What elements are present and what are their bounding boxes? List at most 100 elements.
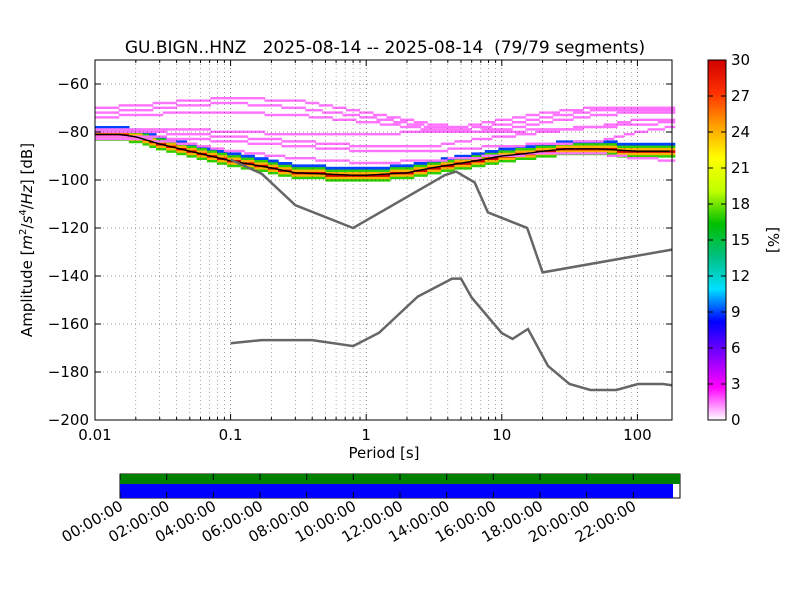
- density-cell: [162, 138, 167, 141]
- density-cell: [464, 164, 469, 168]
- density-cell: [437, 128, 442, 131]
- density-cell: [332, 169, 337, 172]
- density-cell: [250, 154, 255, 158]
- density-cell: [203, 157, 208, 160]
- density-cell: [488, 162, 493, 165]
- density-cell: [637, 106, 642, 109]
- density-cell: [328, 169, 333, 172]
- density-cell: [373, 121, 377, 124]
- density-cell: [278, 164, 283, 168]
- density-cell: [105, 137, 110, 141]
- density-cell: [145, 109, 150, 112]
- density-cell: [359, 178, 364, 182]
- density-cell: [369, 171, 374, 175]
- density-cell: [664, 106, 669, 109]
- density-cell: [647, 118, 652, 121]
- density-cell: [423, 164, 428, 168]
- density-cell: [522, 116, 527, 119]
- density-cell: [464, 162, 469, 165]
- y-axis-ticks: −60−80−100−120−140−160−180−200: [48, 75, 672, 429]
- density-cell: [328, 174, 333, 177]
- density-cell: [467, 164, 472, 168]
- density-cell: [295, 145, 299, 148]
- density-cell: [288, 169, 293, 172]
- density-cell: [203, 111, 208, 114]
- density-cell: [505, 128, 510, 131]
- density-cell: [264, 159, 269, 163]
- density-cell: [291, 176, 296, 180]
- density-cell: [156, 106, 160, 109]
- density-cell: [305, 157, 310, 160]
- density-cell: [569, 152, 574, 155]
- density-cell: [430, 149, 435, 153]
- density-cell: [183, 99, 188, 102]
- density-cell: [512, 130, 516, 133]
- density-cell: [464, 140, 469, 143]
- density-cell: [440, 169, 445, 172]
- density-cell: [189, 133, 194, 136]
- density-cell: [335, 159, 340, 162]
- density-cell: [667, 147, 672, 151]
- density-cell: [559, 140, 564, 144]
- density-cell: [142, 142, 147, 146]
- density-cell: [166, 101, 171, 105]
- density-cell: [176, 137, 181, 141]
- density-cell: [383, 161, 388, 165]
- density-cell: [400, 130, 405, 133]
- density-cell: [549, 116, 554, 119]
- density-cell: [654, 142, 659, 146]
- density-cell: [501, 145, 506, 148]
- density-cell: [183, 147, 188, 151]
- density-cell: [437, 123, 442, 126]
- density-cell: [600, 106, 605, 109]
- density-cell: [288, 157, 293, 160]
- density-cell: [352, 161, 357, 165]
- density-cell: [152, 130, 157, 133]
- density-cell: [115, 137, 120, 141]
- density-cell: [95, 116, 99, 119]
- density-cell: [200, 99, 205, 102]
- density-cell: [437, 164, 442, 168]
- density-cell: [111, 111, 116, 114]
- density-cell: [267, 142, 272, 145]
- density-cell: [315, 164, 320, 168]
- density-cell: [573, 145, 577, 148]
- density-cell: [522, 147, 527, 151]
- density-cell: [664, 111, 669, 114]
- density-cell: [254, 130, 259, 133]
- density-cell: [620, 152, 625, 156]
- density-cell: [159, 145, 164, 148]
- density-cell: [217, 97, 221, 100]
- density-cell: [471, 162, 476, 165]
- density-cell: [400, 121, 405, 124]
- density-cell: [376, 161, 381, 165]
- density-cell: [583, 125, 588, 129]
- density-cell: [647, 145, 652, 148]
- density-cell: [200, 104, 205, 107]
- density-cell: [420, 164, 425, 168]
- density-cell: [156, 138, 160, 141]
- density-cell: [667, 159, 672, 162]
- density-cell: [637, 118, 642, 121]
- density-cell: [528, 147, 533, 151]
- density-cell: [125, 126, 130, 129]
- density-cell: [532, 128, 537, 131]
- density-cell: [583, 150, 588, 153]
- density-cell: [274, 154, 279, 157]
- density-cell: [640, 154, 645, 158]
- density-cell: [183, 104, 188, 107]
- density-cell: [111, 116, 116, 119]
- density-cell: [586, 150, 591, 153]
- density-cell: [247, 130, 252, 133]
- density-cell: [434, 125, 438, 129]
- density-cell: [325, 176, 330, 180]
- density-cell: [169, 106, 174, 109]
- density-cell: [512, 154, 516, 157]
- density-cell: [650, 123, 655, 126]
- density-cell: [250, 111, 255, 114]
- density-cell: [528, 123, 533, 126]
- density-cell: [366, 169, 371, 172]
- density-cell: [237, 135, 242, 138]
- density-cell: [525, 128, 530, 131]
- density-cell: [186, 145, 191, 148]
